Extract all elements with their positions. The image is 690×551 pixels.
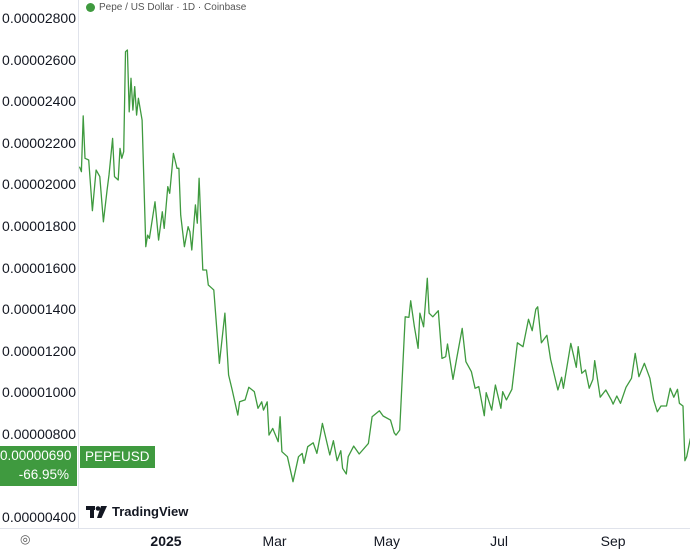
y-tick-label: 0.00001200 — [2, 343, 76, 359]
y-tick-label: 0.00002800 — [2, 10, 76, 26]
last-price-badge: 0.00000690 -66.95% — [0, 446, 77, 486]
tradingview-icon — [86, 506, 108, 518]
pepe-coin-icon — [86, 3, 95, 12]
chart-legend: Pepe / US Dollar · 1D · Coinbase — [86, 2, 246, 13]
symbol-tag: PEPEUSD — [80, 446, 155, 468]
last-price: 0.00000690 — [0, 446, 77, 465]
y-tick-label: 0.00002400 — [2, 93, 76, 109]
y-tick-label: 0.00000400 — [2, 509, 76, 525]
y-tick-label: 0.00002000 — [2, 176, 76, 192]
y-tick-label: 0.00002600 — [2, 52, 76, 68]
x-tick-label: 2025 — [150, 533, 181, 549]
tradingview-text: TradingView — [112, 504, 188, 519]
y-tick-label: 0.00001600 — [2, 260, 76, 276]
time-axis[interactable]: ◎ 2025 Mar May Jul Sep — [0, 528, 690, 551]
tradingview-logo[interactable]: TradingView — [86, 504, 188, 519]
y-tick-label: 0.00001400 — [2, 301, 76, 317]
x-tick-label: Jul — [490, 533, 508, 549]
price-series-line — [80, 50, 690, 482]
settings-target-icon[interactable]: ◎ — [20, 532, 30, 546]
x-tick-label: Sep — [601, 533, 626, 549]
legend-title: Pepe / US Dollar · 1D · Coinbase — [99, 2, 246, 13]
y-tick-label: 0.00001800 — [2, 218, 76, 234]
y-tick-label: 0.00000800 — [2, 426, 76, 442]
price-change: -66.95% — [0, 465, 77, 484]
y-tick-label: 0.00001000 — [2, 384, 76, 400]
x-tick-label: May — [374, 533, 400, 549]
x-tick-label: Mar — [262, 533, 286, 549]
y-tick-label: 0.00002200 — [2, 135, 76, 151]
